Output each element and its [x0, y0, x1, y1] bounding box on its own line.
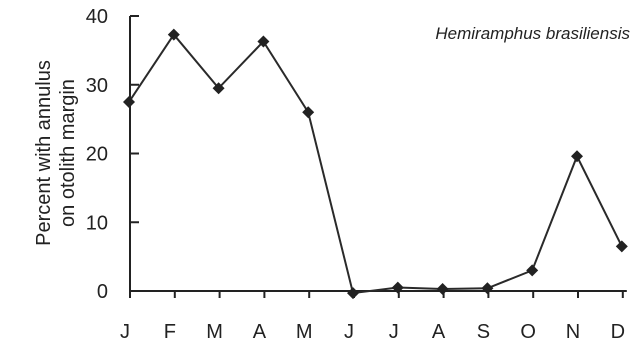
data-point: [436, 282, 449, 295]
y-tick-label: 10: [86, 212, 108, 234]
data-point: [481, 282, 494, 295]
series-line: [128, 32, 623, 295]
data-point: [526, 264, 539, 277]
x-tick-label: O: [520, 321, 536, 343]
x-tick-label: D: [611, 321, 625, 343]
x-tick-label: M: [206, 321, 223, 343]
data-point: [391, 281, 404, 294]
axes: 0 10 20 30 40 J F M A M J J A S O N D: [86, 6, 627, 343]
y-axis-title-line1: Percent with annulus: [33, 60, 55, 246]
x-tick-label: N: [566, 321, 580, 343]
y-axis-title-line2: on otolith margin: [57, 79, 79, 227]
x-tick-label: S: [477, 321, 490, 343]
data-point: [615, 240, 628, 253]
data-point: [212, 82, 225, 95]
data-point: [167, 28, 180, 41]
y-tick-label: 30: [86, 75, 108, 97]
x-tick-label: F: [164, 321, 176, 343]
y-tick-label: 0: [97, 281, 108, 303]
y-axis-title: Percent with annulus on otolith margin: [33, 60, 79, 246]
x-tick-label: A: [253, 321, 267, 343]
y-tick-label: 20: [86, 144, 108, 166]
y-tick-label: 40: [86, 6, 108, 28]
data-point: [571, 150, 583, 163]
data-point: [257, 35, 270, 48]
data-point: [302, 106, 315, 119]
plot-area: [123, 28, 628, 300]
x-tick-label: J: [389, 321, 399, 343]
x-tick-label: J: [344, 321, 354, 343]
data-point: [123, 95, 135, 108]
x-tick-label: A: [432, 321, 446, 343]
species-annotation: Hemiramphus brasiliensis: [435, 24, 630, 43]
x-tick-label: M: [296, 321, 313, 343]
x-tick-label: J: [120, 321, 130, 343]
data-point: [347, 287, 359, 300]
